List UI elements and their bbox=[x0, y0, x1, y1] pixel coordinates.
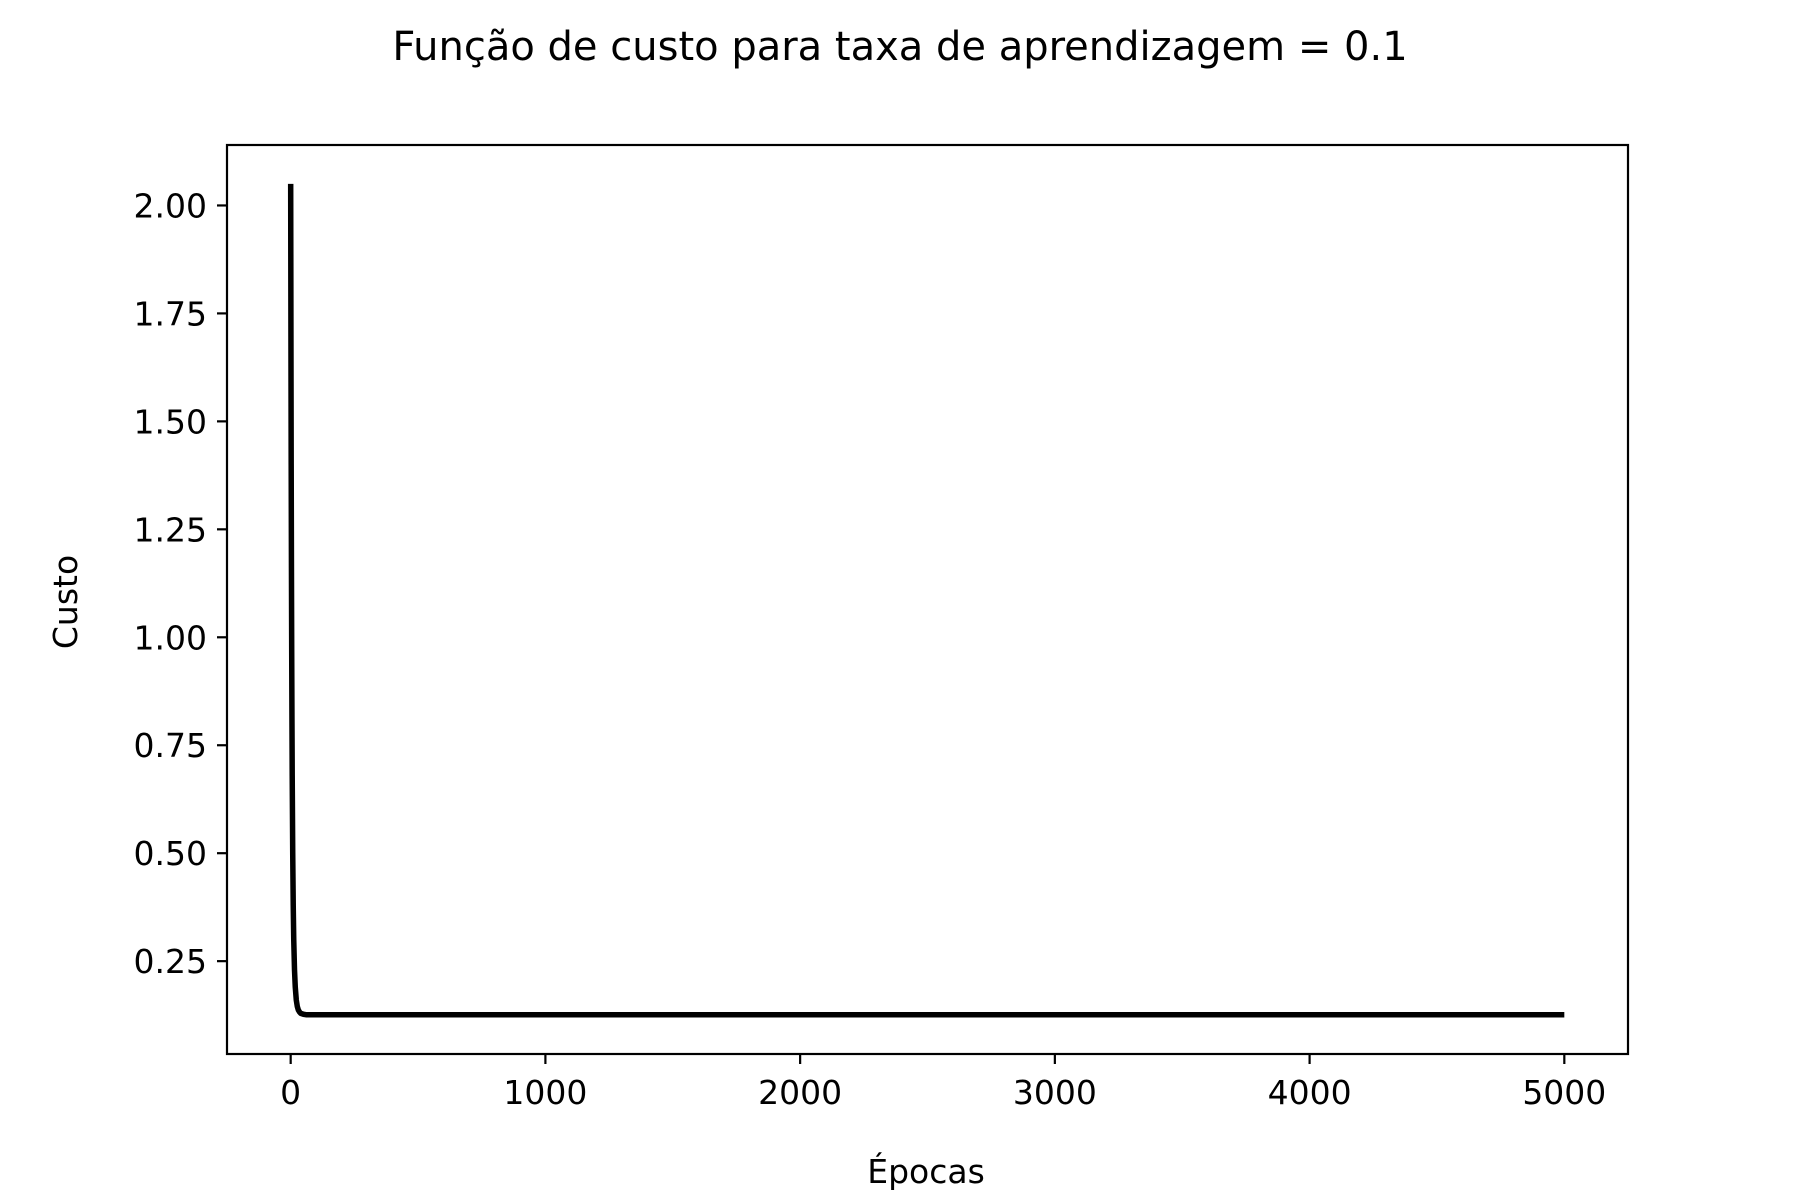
y-tick-label: 1.75 bbox=[134, 294, 207, 333]
chart-title: Função de custo para taxa de aprendizage… bbox=[392, 24, 1407, 70]
plot-area bbox=[225, 143, 1630, 1056]
x-tick-label: 4000 bbox=[1268, 1073, 1352, 1112]
y-tick-label: 1.25 bbox=[134, 510, 207, 549]
x-axis-label: Épocas bbox=[867, 1151, 985, 1191]
x-tick-label: 0 bbox=[280, 1073, 301, 1112]
plot-frame bbox=[225, 143, 1630, 1056]
y-tick-label: 2.00 bbox=[134, 186, 207, 225]
x-tick-label: 2000 bbox=[758, 1073, 842, 1112]
y-tick-label: 0.25 bbox=[134, 942, 207, 981]
y-tick-label: 0.75 bbox=[134, 726, 207, 765]
y-axis-label: Custo bbox=[46, 555, 85, 649]
x-tick-label: 5000 bbox=[1522, 1073, 1606, 1112]
x-tick-label: 3000 bbox=[1013, 1073, 1097, 1112]
x-axis-ticks: 0 1000 2000 3000 4000 5000 bbox=[280, 1054, 1606, 1112]
y-axis-ticks: 0.25 0.50 0.75 1.00 1.25 1.50 1.75 2.00 bbox=[134, 186, 227, 981]
x-tick-label: 1000 bbox=[503, 1073, 587, 1112]
y-tick-label: 1.00 bbox=[134, 618, 207, 657]
series-line-0 bbox=[287, 183, 1565, 1018]
y-tick-label: 1.50 bbox=[134, 402, 207, 441]
y-tick-label: 0.50 bbox=[134, 834, 207, 873]
